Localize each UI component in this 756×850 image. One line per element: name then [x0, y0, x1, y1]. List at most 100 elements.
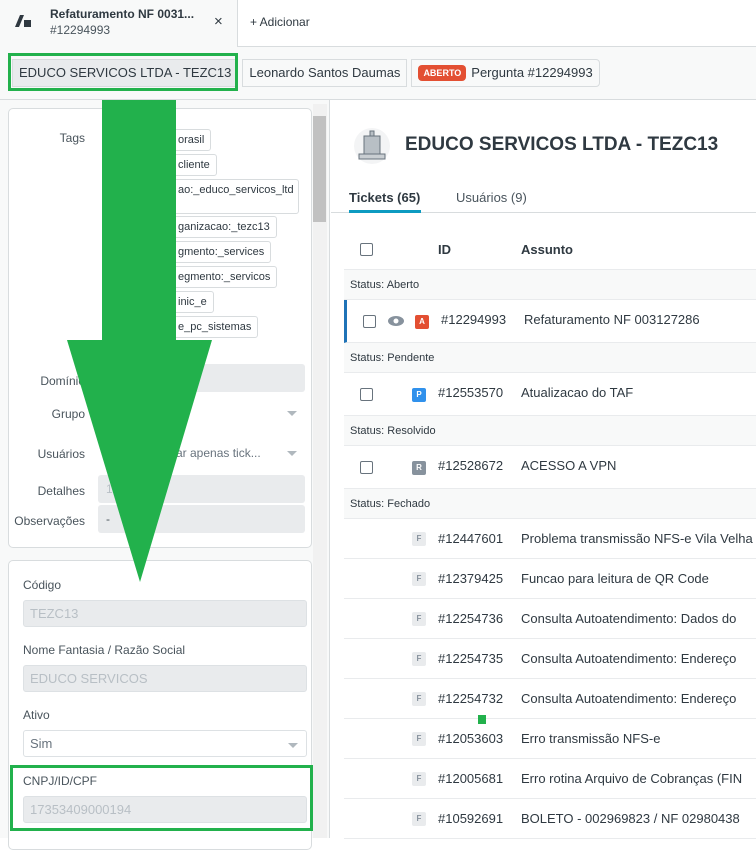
tags-label: Tags: [59, 131, 85, 145]
tag[interactable]: cliente: [113, 154, 217, 176]
add-tab-button[interactable]: + Adicionar: [250, 15, 310, 29]
cnpj-input[interactable]: 17353409000194: [23, 796, 307, 823]
tag[interactable]: ao:_educo_servicos_ltd: [113, 179, 299, 214]
tag[interactable]: gmento:_services: [113, 241, 272, 263]
tab-usuarios[interactable]: Usuários (9): [456, 190, 527, 205]
table-row[interactable]: F #12005681 Erro rotina Arquivo de Cobranç…: [344, 759, 756, 799]
ativo-value: Sim: [30, 736, 53, 751]
nome-input[interactable]: EDUCO SERVICOS: [23, 665, 307, 692]
top-tab-bar: Refaturamento NF 0031... #12294993 × + A…: [0, 0, 756, 47]
tag[interactable]: ganizacao:_tezc13: [113, 216, 277, 238]
status-group-header: Status: Pendente: [344, 343, 756, 373]
ticket-subject[interactable]: ACESSO A VPN: [521, 458, 617, 473]
table-row[interactable]: F #12053603 Erro transmissão NFS-e: [344, 719, 756, 759]
ativo-select[interactable]: Sim: [23, 730, 307, 757]
table-row[interactable]: F #12254732 Consulta Autoatendimento: Ende…: [344, 679, 756, 719]
table-row[interactable]: F #10592691 BOLETO - 002969823 / NF 029804…: [344, 799, 756, 839]
row-checkbox[interactable]: [360, 461, 373, 474]
tab-tickets[interactable]: Tickets (65): [349, 190, 421, 205]
codigo-label: Código: [23, 578, 62, 592]
breadcrumb: EDUCO SERVICOS LTDA - TEZC13 Leonardo Sa…: [0, 47, 756, 100]
grupo-label: Grupo: [51, 407, 85, 421]
tag[interactable]: e_pc_sistemas: [113, 316, 259, 338]
ticket-tab[interactable]: Refaturamento NF 0031... #12294993 ×: [0, 0, 238, 47]
status-pill: F: [412, 652, 426, 666]
breadcrumb-ticket[interactable]: ABERTO Pergunta #12294993: [411, 59, 600, 87]
ticket-subject[interactable]: Refaturamento NF 003127286: [524, 312, 700, 327]
grupo-select[interactable]: [98, 399, 305, 427]
ticket-subject[interactable]: Consulta Autoatendimento: Endereço: [521, 691, 737, 706]
status-pill: F: [412, 532, 426, 546]
select-all-checkbox[interactable]: [360, 243, 373, 256]
ticket-subject[interactable]: BOLETO - 002969823 / NF 02980438: [521, 811, 740, 826]
detalhes-input[interactable]: 1 000194: [98, 475, 305, 503]
tab-divider: [331, 212, 756, 213]
status-pill: R: [412, 461, 426, 475]
active-tab-indicator: [349, 210, 421, 213]
dominio-input[interactable]: [98, 364, 305, 392]
ticket-subject[interactable]: Atualizacao do TAF: [521, 385, 634, 400]
scrollbar-thumb[interactable]: [313, 116, 326, 222]
ticket-id[interactable]: #12005681: [438, 771, 504, 786]
row-checkbox[interactable]: [360, 388, 373, 401]
ticket-subject[interactable]: Consulta Autoatendimento: Endereço: [521, 651, 737, 666]
usuarios-select[interactable]: zar apenas tick...: [98, 439, 305, 467]
chevron-down-icon: [287, 411, 297, 416]
col-subject-header[interactable]: Assunto: [521, 242, 573, 257]
ticket-id[interactable]: #12528672: [438, 458, 504, 473]
ticket-subject[interactable]: Erro transmissão NFS-e: [521, 731, 661, 746]
tag[interactable]: egmento:_servicos: [113, 266, 278, 288]
page-title: EDUCO SERVICOS LTDA - TEZC13: [405, 134, 719, 155]
tab-subtitle: #12294993: [50, 23, 111, 37]
ticket-id[interactable]: #12379425: [438, 571, 504, 586]
observacoes-input[interactable]: -: [98, 505, 305, 533]
ticket-label: Pergunta #12294993: [471, 65, 593, 80]
ticket-id[interactable]: #12053603: [438, 731, 504, 746]
tag[interactable]: inic_e: [113, 291, 214, 313]
status-group-header: Status: Aberto: [344, 270, 756, 300]
col-id-header[interactable]: ID: [438, 242, 451, 257]
status-badge: ABERTO: [418, 65, 467, 81]
table-row[interactable]: P #12553570 Atualizacao do TAF: [344, 373, 756, 416]
status-pill: F: [412, 812, 426, 826]
sidebar-scrollbar[interactable]: [313, 104, 327, 838]
codigo-input[interactable]: TEZC13: [23, 600, 307, 627]
ticket-id[interactable]: #10592691: [438, 811, 504, 826]
org-main: EDUCO SERVICOS LTDA - TEZC13 Tickets (65…: [331, 100, 756, 839]
ticket-id[interactable]: #12254735: [438, 651, 504, 666]
zendesk-logo-icon: [15, 15, 31, 27]
status-pill: F: [412, 692, 426, 706]
dominio-label: Domínio: [40, 374, 85, 388]
ticket-subject[interactable]: Consulta Autoatendimento: Dados do: [521, 611, 737, 626]
observacoes-label: Observações: [14, 514, 85, 528]
status-pill: F: [412, 612, 426, 626]
status-pill: F: [412, 732, 426, 746]
breadcrumb-user[interactable]: Leonardo Santos Daumas: [242, 59, 408, 87]
nome-label: Nome Fantasia / Razão Social: [23, 643, 186, 657]
table-row[interactable]: F #12254736 Consulta Autoatendimento: Dado…: [344, 599, 756, 639]
ticket-id[interactable]: #12294993: [441, 312, 507, 327]
ticket-id[interactable]: #12254736: [438, 611, 504, 626]
status-pill: F: [412, 572, 426, 586]
ativo-label: Ativo: [23, 708, 50, 722]
usuarios-label: Usuários: [37, 447, 85, 461]
ticket-subject[interactable]: Erro rotina Arquivo de Cobranças (FIN: [521, 771, 743, 786]
breadcrumb-org[interactable]: EDUCO SERVICOS LTDA - TEZC13: [12, 59, 239, 87]
table-row[interactable]: F #12379425 Funcao para leitura de QR Code: [344, 559, 756, 599]
table-row[interactable]: F #12254735 Consulta Autoatendimento: Ende…: [344, 639, 756, 679]
table-row[interactable]: A #12294993 Refaturamento NF 003127286: [344, 300, 756, 343]
org-sidebar: Tags orasil cliente ao:_educo_servicos_l…: [0, 100, 330, 850]
table-row[interactable]: R #12528672 ACESSO A VPN: [344, 446, 756, 489]
status-pill: P: [412, 388, 426, 402]
ticket-id[interactable]: #12553570: [438, 385, 504, 400]
ticket-subject[interactable]: Funcao para leitura de QR Code: [521, 571, 709, 586]
table-row[interactable]: F #12447601 Problema transmissão NFS-e Vil…: [344, 519, 756, 559]
ticket-subject[interactable]: Problema transmissão NFS-e Vila Velha: [521, 531, 753, 546]
ticket-id[interactable]: #12447601: [438, 531, 504, 546]
usuarios-value: zar apenas tick...: [170, 446, 261, 460]
close-tab-icon[interactable]: ×: [214, 13, 223, 30]
status-group-header: Status: Resolvido: [344, 416, 756, 446]
ticket-id[interactable]: #12254732: [438, 691, 504, 706]
tag[interactable]: orasil: [113, 129, 212, 151]
row-checkbox[interactable]: [363, 315, 376, 328]
